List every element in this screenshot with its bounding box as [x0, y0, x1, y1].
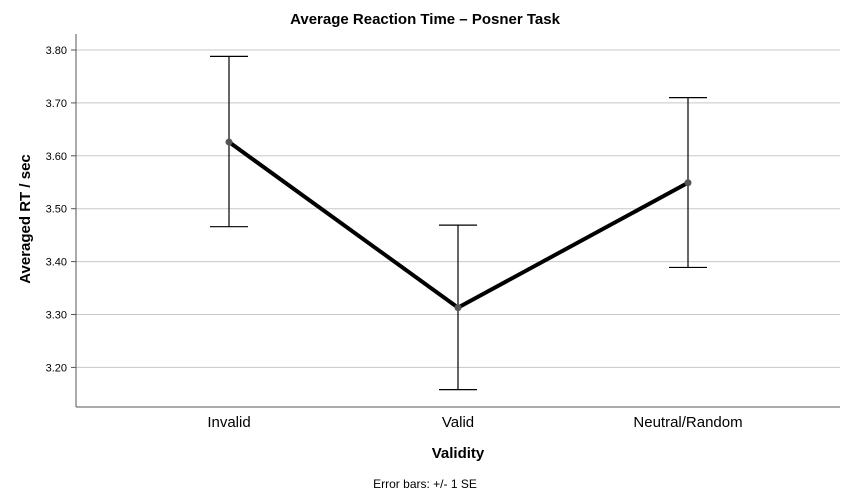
y-tick-label: 3.50	[46, 204, 67, 216]
y-tick-label: 3.60	[46, 151, 67, 163]
y-tick-label: 3.80	[46, 45, 67, 57]
axes	[75, 34, 840, 408]
data-points	[225, 138, 692, 312]
x-tick-label: Neutral/Random	[633, 414, 742, 431]
error-bars	[210, 55, 707, 391]
y-tick-label: 3.40	[46, 257, 67, 269]
data-point	[684, 179, 692, 187]
data-point	[454, 304, 462, 312]
chart-title: Average Reaction Time – Posner Task	[290, 11, 560, 28]
x-tick-label: Valid	[442, 414, 474, 431]
x-axis-label: Validity	[432, 445, 485, 462]
x-tick-label: Invalid	[207, 414, 250, 431]
y-axis-label: Averaged RT / sec	[17, 154, 34, 284]
y-ticks: 3.20 3.30 3.40 3.50 3.60 3.70 3.80	[46, 45, 76, 374]
y-tick-label: 3.70	[46, 98, 67, 110]
error-bar-note: Error bars: +/- 1 SE	[373, 477, 477, 491]
y-tick-label: 3.20	[46, 362, 67, 374]
data-point	[225, 138, 233, 146]
y-tick-label: 3.30	[46, 310, 67, 322]
x-ticks: Invalid Valid Neutral/Random	[207, 414, 742, 431]
